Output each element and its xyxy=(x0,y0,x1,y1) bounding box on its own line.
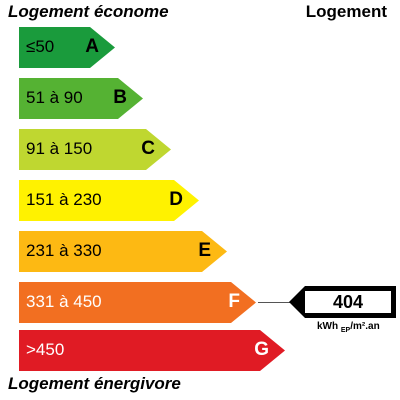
consumption-indicator-box xyxy=(305,291,391,313)
energy-class-e-range: 231 à 330 xyxy=(26,241,102,260)
energy-class-f-letter: F xyxy=(228,291,240,312)
title-efficient-housing: Logement économe xyxy=(8,2,169,21)
energy-class-g-letter: G xyxy=(254,339,269,360)
unit-main: kWh xyxy=(317,321,339,332)
energy-class-d-letter: D xyxy=(169,189,183,210)
energy-class-b-bar: 51 à 90 B xyxy=(19,78,143,119)
energy-class-b-letter: B xyxy=(113,87,127,108)
consumption-value: 404 xyxy=(332,292,364,312)
unit-tail: /m².an xyxy=(350,321,380,332)
title-housing: Logement xyxy=(305,2,387,21)
energy-class-e-bar: 231 à 330 E xyxy=(19,231,227,272)
energy-class-c-range: 91 à 150 xyxy=(26,139,93,158)
consumption-unit: kWh EP/m².an xyxy=(317,321,380,334)
energy-class-g-bar: >450 G xyxy=(19,330,285,371)
title-energy-intensive-housing: Logement énergivore xyxy=(8,374,181,393)
energy-class-a-bar: ≤50 A xyxy=(19,27,115,68)
energy-class-a-letter: A xyxy=(85,36,99,57)
energy-class-c-letter: C xyxy=(141,138,155,159)
energy-class-d-range: 151 à 230 xyxy=(26,190,102,209)
unit-subscript: EP xyxy=(340,327,351,334)
energy-class-d-bar: 151 à 230 D xyxy=(19,180,199,221)
energy-class-e-letter: E xyxy=(198,240,211,261)
indicator-connector-line xyxy=(258,302,290,303)
energy-class-b-range: 51 à 90 xyxy=(26,88,83,107)
energy-class-g-range: >450 xyxy=(26,340,65,359)
energy-class-c-bar: 91 à 150 C xyxy=(19,129,171,170)
energy-class-a-range: ≤50 xyxy=(26,37,55,56)
energy-class-f-bar: 331 à 450 F xyxy=(19,282,256,323)
energy-class-f-range: 331 à 450 xyxy=(26,292,102,311)
